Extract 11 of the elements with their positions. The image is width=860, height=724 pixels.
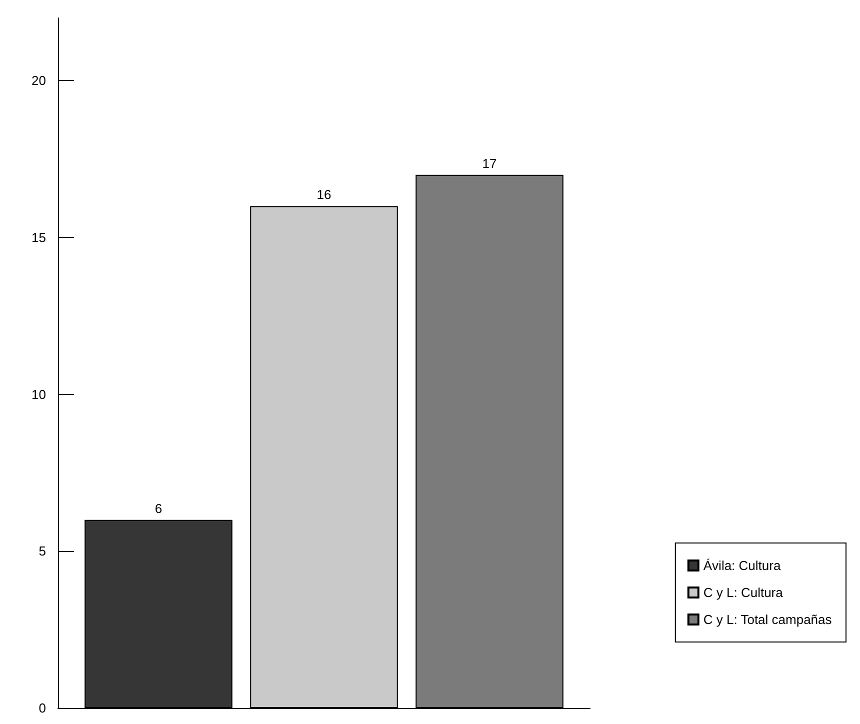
- data-label: 17: [482, 156, 497, 171]
- y-tick-label: 20: [32, 73, 46, 88]
- data-label: 16: [316, 187, 332, 202]
- legend-label: C y L: Cultura: [703, 585, 784, 600]
- legend-label: C y L: Total campañas: [703, 612, 832, 627]
- y-tick-label: 10: [32, 386, 46, 402]
- y-tick-label: 15: [32, 230, 46, 246]
- legend-label: Ávila: Cultura: [703, 558, 782, 573]
- y-tick-label: 5: [38, 544, 46, 559]
- y-tick-label: 0: [38, 700, 46, 716]
- data-label: 6: [154, 500, 162, 516]
